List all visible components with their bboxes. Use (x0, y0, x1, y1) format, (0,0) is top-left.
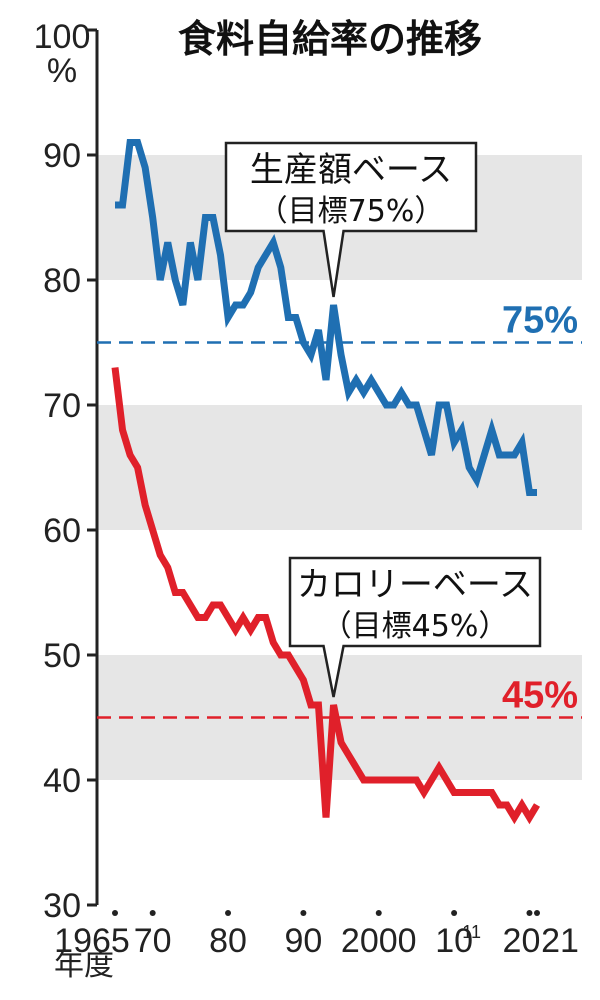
gray-band (97, 405, 582, 530)
series-line (111, 367, 540, 825)
y-tick-label: 70 (43, 387, 81, 425)
callout-box (288, 556, 542, 698)
y-axis: 90 80 70 60 50 40 30 (43, 28, 99, 925)
x-tick-dot (526, 910, 533, 916)
target-label: 45% (502, 675, 578, 717)
x-tick-label: 2000 (341, 922, 417, 960)
x-tick-label: 90 (284, 922, 322, 960)
callout-title: カロリーベース (297, 565, 533, 605)
x-tick-dot (112, 910, 118, 916)
callout-subtitle: （目標75%） (258, 194, 445, 229)
x-axis: 1965 70 80 90 2000 10 20 21 11 (54, 910, 579, 960)
chart-title: 食料自給率の推移 (178, 17, 482, 61)
callout-box (224, 141, 478, 298)
y-tick-label: 40 (43, 762, 81, 800)
y-unit-bottom: % (47, 52, 77, 90)
x-tick-label: 80 (209, 922, 247, 960)
x-tick-dot (534, 910, 540, 916)
series-line (115, 139, 537, 496)
x-tick-dot (149, 910, 156, 916)
x-tick-dot (375, 910, 382, 916)
x-tick-label: 70 (134, 922, 172, 960)
x-tick-label: 1965 (54, 922, 130, 960)
x-tick-label: 20 (503, 922, 541, 960)
series-lines (111, 139, 540, 825)
y-tick-label: 50 (43, 637, 81, 675)
x-tick-label: 10 (435, 922, 473, 960)
x-tick-label: 21 (541, 922, 579, 960)
x-tick-dot (225, 910, 232, 916)
x-tick-dot (451, 910, 458, 916)
x-unit-label: 年度 (54, 949, 114, 982)
x-tick-dot (300, 910, 307, 916)
y-unit-top: 100 (34, 18, 91, 56)
x-small-label: 11 (462, 922, 481, 942)
target-label: 75% (502, 300, 578, 342)
y-tick-label: 60 (43, 512, 81, 550)
y-tick-label: 80 (43, 262, 81, 300)
callout-title: 生産額ベース (250, 150, 452, 190)
callouts: 生産額ベース （目標75%） カロリーベース （目標45%） (224, 141, 542, 698)
y-tick-label: 90 (43, 137, 81, 175)
callout-subtitle: （目標45%） (322, 609, 509, 644)
y-tick-label: 30 (43, 887, 81, 925)
